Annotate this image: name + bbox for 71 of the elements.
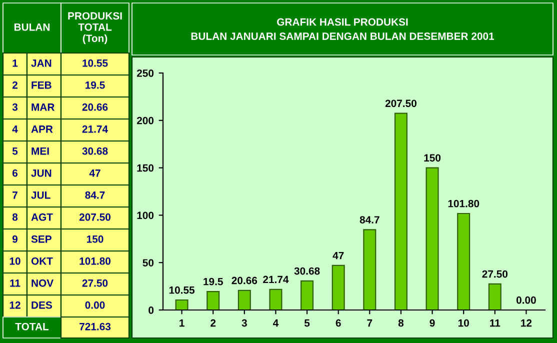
text: BULAN — [14, 24, 50, 31]
category-label: 4 — [12, 126, 18, 133]
y-tick-label: 50 — [142, 259, 154, 266]
text: OKT — [31, 257, 53, 265]
text: 47 — [89, 170, 100, 177]
x-tick-label: 10 — [458, 319, 469, 327]
text: 19.5 — [86, 81, 105, 89]
data-label: 207.50 — [385, 100, 416, 108]
x-tick-label: 5 — [304, 319, 310, 327]
text: SEP — [31, 235, 52, 243]
text: 10.55 — [82, 59, 108, 67]
text: APR — [31, 126, 53, 133]
data-label: 101.80 — [448, 200, 480, 208]
y-tick-label: 100 — [137, 212, 154, 220]
category-label: 5 — [12, 148, 18, 155]
category-label: 7 — [12, 192, 18, 199]
text: PRODUKSI TOTAL (Ton) — [68, 12, 122, 44]
text: 84.7 — [85, 191, 105, 199]
text: MAR — [32, 104, 55, 111]
category-label: 3 — [12, 103, 18, 111]
text: 150 — [86, 235, 104, 243]
data-label: 27.50 — [482, 270, 508, 278]
text: AGT — [31, 213, 53, 221]
text: 0.00 — [85, 301, 105, 309]
x-tick-label: 12 — [521, 319, 532, 327]
data-label: 20.66 — [232, 276, 258, 284]
category-label: 11 — [10, 280, 20, 287]
text: 30.68 — [82, 147, 108, 155]
y-tick-label: 150 — [137, 164, 154, 172]
category-label: 12 — [10, 301, 20, 309]
data-label: 84.7 — [360, 216, 380, 224]
data-label: 10.55 — [169, 286, 195, 294]
category-label: 10 — [10, 257, 20, 265]
text: DES — [32, 301, 52, 309]
text: FEB — [32, 82, 52, 89]
text: 101.80 — [80, 257, 111, 265]
data-label: 30.68 — [294, 267, 320, 275]
text: NOV — [32, 279, 54, 287]
data-label: 150 — [424, 154, 441, 162]
text: 27.50 — [82, 279, 108, 287]
x-tick-label: 2 — [210, 319, 216, 327]
y-tick-label: 200 — [136, 116, 154, 124]
text: 721.63 — [80, 322, 111, 330]
x-tick-label: 7 — [367, 319, 372, 327]
x-tick-label: 3 — [242, 319, 247, 327]
text: 21.74 — [82, 125, 108, 133]
x-tick-label: 8 — [398, 319, 404, 327]
category-label: 2 — [12, 81, 18, 89]
text: TOTAL — [15, 322, 49, 330]
text: 20.66 — [82, 103, 108, 111]
data-label: 19.5 — [204, 278, 223, 286]
text: JAN — [31, 60, 52, 67]
x-tick-label: 1 — [180, 319, 184, 327]
text: 207.50 — [79, 213, 111, 221]
chart-title: GRAFIK HASIL PRODUKSI BULAN JANUARI SAMPAI DENGAN BULAN DESEMBER 2001 — [191, 18, 494, 40]
y-tick-label: 250 — [136, 70, 154, 77]
x-tick-label: 11 — [490, 319, 500, 327]
data-label: 0.00 — [516, 296, 536, 304]
x-tick-label: 4 — [272, 319, 279, 327]
data-label: 21.74 — [263, 276, 289, 284]
x-tick-label: 6 — [336, 319, 341, 327]
data-label: 47 — [332, 252, 344, 260]
text: JUL — [31, 192, 50, 199]
x-tick-label: 9 — [430, 319, 435, 327]
category-label: 9 — [12, 235, 18, 243]
category-label: 1 — [12, 60, 18, 67]
text: JUN — [31, 170, 52, 177]
text: MEI — [32, 148, 49, 155]
category-label: 8 — [12, 213, 18, 221]
y-tick-label: 0 — [148, 306, 154, 314]
category-label: 6 — [12, 169, 18, 177]
